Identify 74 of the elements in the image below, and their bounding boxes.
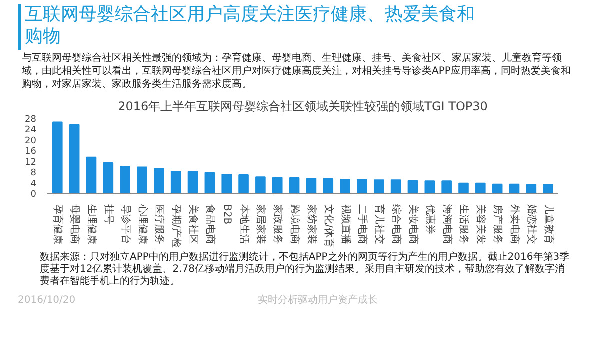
x-tick-label: 医疗服务 — [154, 204, 166, 244]
bar — [222, 174, 232, 194]
x-tick-label: 心理健康 — [136, 204, 149, 244]
x-tick-label: 文化/体育 — [322, 204, 335, 248]
y-tick-label: 12 — [25, 158, 36, 168]
bar — [256, 176, 266, 194]
bar — [374, 180, 384, 194]
bar — [137, 166, 148, 194]
y-tick-label: 4 — [30, 179, 37, 190]
text: 实时分析驱动用户资产成长 — [258, 294, 378, 308]
bar — [52, 122, 63, 194]
bar — [120, 166, 130, 194]
x-tick-label: 导诊平台 — [120, 204, 132, 244]
x-tick-label: 家居家装 — [255, 204, 268, 244]
y-tick-label: 0 — [30, 190, 37, 200]
bar — [340, 179, 350, 194]
x-tick-label: 家纺家装 — [306, 204, 318, 244]
bar — [154, 168, 164, 194]
bar — [204, 172, 216, 194]
x-tick-label: 生理健康 — [86, 204, 98, 244]
bar — [492, 184, 503, 194]
bar — [408, 180, 418, 194]
chart-subtitle: 2016年上半年互联网母婴综合社区领域关联性较强的领域TGI TOP30 — [118, 100, 488, 114]
bar — [289, 177, 300, 194]
x-tick-label: 美妆电商 — [407, 204, 420, 244]
bar — [543, 184, 554, 194]
bar — [103, 162, 114, 194]
x-tick-label: 优惠券 — [424, 204, 436, 234]
x-tick-label: 综合电商 — [390, 204, 403, 244]
bar — [69, 124, 80, 194]
bar — [188, 171, 198, 194]
bar — [526, 184, 537, 194]
x-tick-label: 儿童教育 — [542, 204, 555, 244]
x-tick-label: 食品电商 — [204, 204, 216, 244]
y-tick-label: 28 — [25, 115, 37, 125]
x-tick-label: 视频直播 — [340, 204, 352, 244]
source-note: 数据来源：只对独立APP中的用户数据进行监测统计，不包括APP之外的网页等行为产生的用户数据。截止2016年第3季度基于对12亿累计装机覆盖、2.78亿移动端月活跃用户的行为监测结果。采用自主研发的技术，帮助您有效了解数字消费者在智能手机上的行为轨迹。 — [40, 252, 570, 288]
x-tick-label: 跨境电商 — [289, 204, 302, 244]
bar — [323, 178, 334, 194]
bar — [476, 182, 486, 194]
chart-title: 互联网母婴综合社区用户高度关注医疗健康、热爱美食和购物 — [25, 4, 476, 48]
bar — [390, 180, 402, 194]
x-tick-label: 二手电商 — [356, 204, 369, 244]
x-tick-label: 母婴电商 — [69, 204, 82, 244]
x-tick-label: 海淘电商 — [441, 204, 454, 244]
bar — [86, 156, 97, 194]
x-tick-label: 孕期/产检 — [170, 204, 183, 248]
bar — [458, 182, 469, 194]
y-tick-label: 24 — [25, 126, 37, 136]
bar — [357, 179, 368, 194]
bar — [442, 180, 452, 194]
bar — [424, 180, 436, 194]
bar — [306, 178, 317, 194]
bar — [170, 171, 182, 194]
x-tick-label: 家政服务 — [272, 204, 284, 244]
y-tick-label: 8 — [30, 168, 37, 179]
bar — [238, 174, 249, 194]
x-tick-label: 婚恋社交 — [526, 204, 538, 244]
bar — [272, 177, 283, 194]
x-tick-label: 本地生活 — [238, 204, 250, 244]
x-tick-label: 孕育健康 — [52, 204, 64, 244]
text: 与互联网母婴综合社区相关性最强的领域为：孕育健康、母婴电商、生理健康、挂号、美食社区、家居家装、儿童教育等领域，由此相关性可以看出，互联网母婴综合社区用户对医疗健康高度关注，对相关挂号导诊类APP应用率高，同时热爱美食和购物，对家居家装、家政服务类生活服务需求度高。 — [22, 52, 572, 91]
x-tick-label: 美容美发 — [475, 204, 488, 244]
y-tick-label: 16 — [25, 147, 37, 158]
text: 2016/10/20 — [18, 294, 76, 308]
y-tick-label: 20 — [25, 136, 37, 146]
x-tick-label: 挂号 — [102, 204, 115, 224]
x-tick-label: 育儿社交 — [374, 204, 386, 244]
x-tick-label: 外卖电商 — [509, 204, 522, 244]
x-tick-label: 美食社区 — [188, 204, 200, 244]
x-tick-label: 生活服务 — [458, 204, 470, 244]
x-tick-label: 房产服务 — [492, 204, 504, 244]
bar — [509, 184, 520, 194]
x-tick-label: B2B — [221, 204, 232, 225]
